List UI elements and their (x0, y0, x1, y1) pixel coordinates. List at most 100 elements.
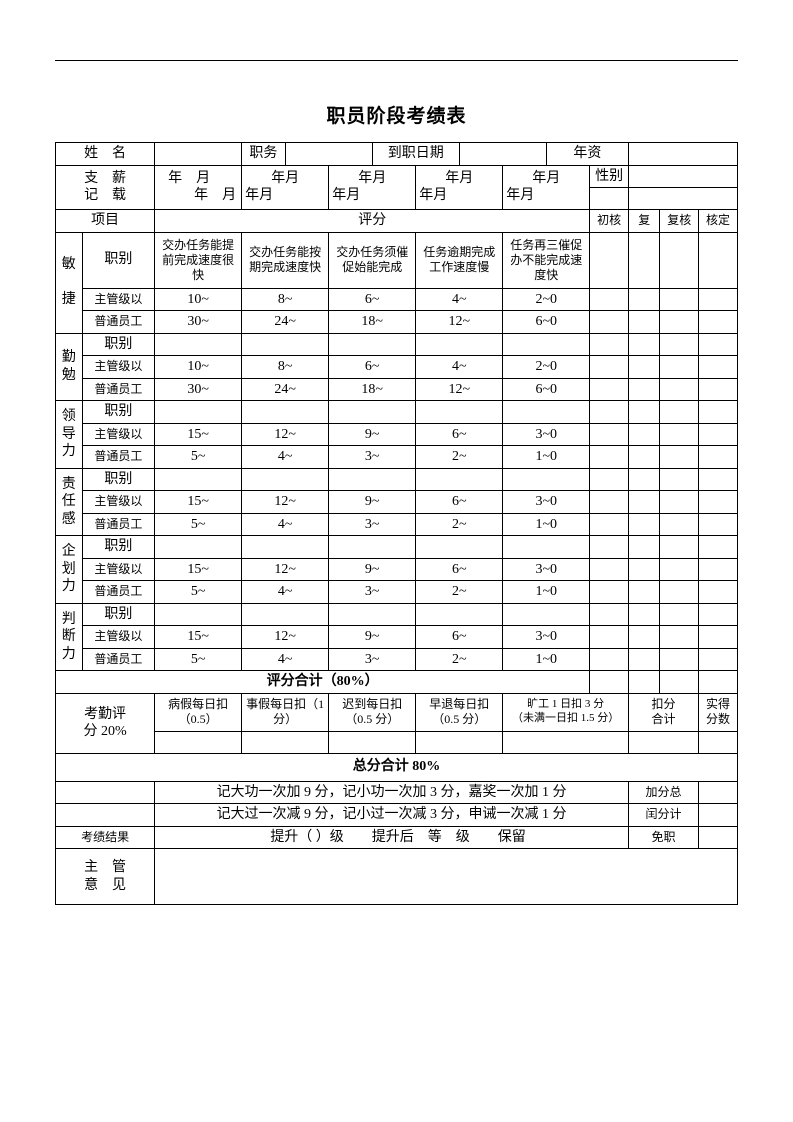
result-label: 考绩结果 (56, 826, 155, 849)
item-label: 项目 (56, 210, 155, 233)
cat1-name: 勤 勉 (56, 333, 83, 401)
c4r1c: 9~ (329, 558, 416, 581)
cat0-r0-c3 (660, 232, 699, 288)
top-rule (55, 60, 738, 61)
c4r1-c4 (699, 558, 738, 581)
c1r0-c4 (699, 333, 738, 356)
attendance-label: 考勤评 分 20% (56, 693, 155, 753)
dismiss-val (699, 826, 738, 849)
c0r2b: 24~ (242, 311, 329, 334)
c3r1-c1 (590, 491, 629, 514)
c5r2-c1 (590, 648, 629, 671)
bonus-blank (56, 781, 155, 804)
ssub-c1 (590, 671, 629, 694)
c4r2-c2 (628, 581, 659, 604)
c3r1d: 6~ (416, 491, 503, 514)
c5r1e: 3~0 (503, 626, 590, 649)
col-approve: 核定 (699, 210, 738, 233)
c1r0b (242, 333, 329, 356)
att-personal: 事假每日扣（1 分） (242, 693, 329, 731)
c2r0c (329, 401, 416, 424)
c2r0-c3 (660, 401, 699, 424)
ym-b: 年月 年月 (329, 165, 416, 210)
c0r2d: 12~ (416, 311, 503, 334)
c0r2-c3 (660, 311, 699, 334)
att-early: 早退每日扣（0.5 分） (416, 693, 503, 731)
total-label: 总分合计 80% (56, 753, 738, 781)
c1r1-c2 (628, 356, 659, 379)
c1r1e: 2~0 (503, 356, 590, 379)
c4r0c (329, 536, 416, 559)
cat1-rank-b: 普通员工 (82, 378, 155, 401)
seniority-label: 年资 (546, 143, 628, 166)
c0r1e: 2~0 (503, 288, 590, 311)
ym-c-1: 年月 (419, 170, 499, 188)
c4r2-c4 (699, 581, 738, 604)
name-label: 姓 名 (56, 143, 155, 166)
page-title: 职员阶段考绩表 (55, 101, 738, 128)
cat2-rank-label: 职别 (82, 401, 155, 424)
cat0-rank-b: 普通员工 (82, 311, 155, 334)
c3r0-c3 (660, 468, 699, 491)
cat4-rank-label: 职别 (82, 536, 155, 559)
c1r1-c1 (590, 356, 629, 379)
c4r0e (503, 536, 590, 559)
c2r2d: 2~ (416, 446, 503, 469)
c0r2-c1 (590, 311, 629, 334)
c2r1b: 12~ (242, 423, 329, 446)
cat4-n3: 力 (62, 579, 76, 594)
c1r2e: 6~0 (503, 378, 590, 401)
c0r2e: 6~0 (503, 311, 590, 334)
c1r2-c1 (590, 378, 629, 401)
c4r2e: 1~0 (503, 581, 590, 604)
cat2-name: 领 导 力 (56, 401, 83, 469)
crit-3: 任务逾期完成工作速度慢 (416, 232, 503, 288)
c5r1a: 15~ (155, 626, 242, 649)
cat0-rank-a: 主管级以 (82, 288, 155, 311)
ym1: 年 月 年 月 (155, 165, 242, 210)
att-absent: 旷工 1 日扣 3 分 （未满一日扣 1.5 分） (503, 693, 629, 731)
result-text: 提升（ ）级 提升后 等 级 保留 (155, 826, 629, 849)
c2r1c: 9~ (329, 423, 416, 446)
c5r1-c1 (590, 626, 629, 649)
crit-2: 交办任务须催促始能完成 (329, 232, 416, 288)
c4r0d (416, 536, 503, 559)
dismiss-label: 免职 (628, 826, 698, 849)
ym-d: 年月 年月 (503, 165, 590, 210)
c3r0d (416, 468, 503, 491)
c5r0e (503, 603, 590, 626)
c1r0e (503, 333, 590, 356)
c5r2c: 3~ (329, 648, 416, 671)
c0r1-c3 (660, 288, 699, 311)
c3r2a: 5~ (155, 513, 242, 536)
cat2-n2: 导 (62, 427, 76, 442)
position-label: 职务 (242, 143, 286, 166)
att-sick: 病假每日扣（0.5） (155, 693, 242, 731)
c4r2d: 2~ (416, 581, 503, 604)
cat2-rank-a: 主管级以 (82, 423, 155, 446)
att-v1 (155, 731, 242, 753)
ssub-c2 (628, 671, 659, 694)
col-second-review: 复 (628, 210, 659, 233)
att-actual-l1: 实得 (706, 697, 730, 711)
c3r1-c4 (699, 491, 738, 514)
salary-record-l2: 记 载 (84, 188, 126, 203)
c1r0d (416, 333, 503, 356)
c5r1-c3 (660, 626, 699, 649)
c1r0-c1 (590, 333, 629, 356)
gender-label: 性别 (590, 165, 629, 188)
ym-b-1: 年月 (332, 170, 412, 188)
cat2-rank-b: 普通员工 (82, 446, 155, 469)
c5r0-c4 (699, 603, 738, 626)
hire-date-label: 到职日期 (372, 143, 459, 166)
bonus-line: 记大功一次加 9 分，记小功一次加 3 分，嘉奖一次加 1 分 (155, 781, 629, 804)
c5r1-c4 (699, 626, 738, 649)
c2r2b: 4~ (242, 446, 329, 469)
cat0-r0-c1 (590, 232, 629, 288)
c0r1b: 8~ (242, 288, 329, 311)
cat1-n2: 勉 (62, 368, 76, 383)
cat3-rank-label: 职别 (82, 468, 155, 491)
ym-a: 年月 年月 (242, 165, 329, 210)
cat4-rank-b: 普通员工 (82, 581, 155, 604)
c3r0c (329, 468, 416, 491)
